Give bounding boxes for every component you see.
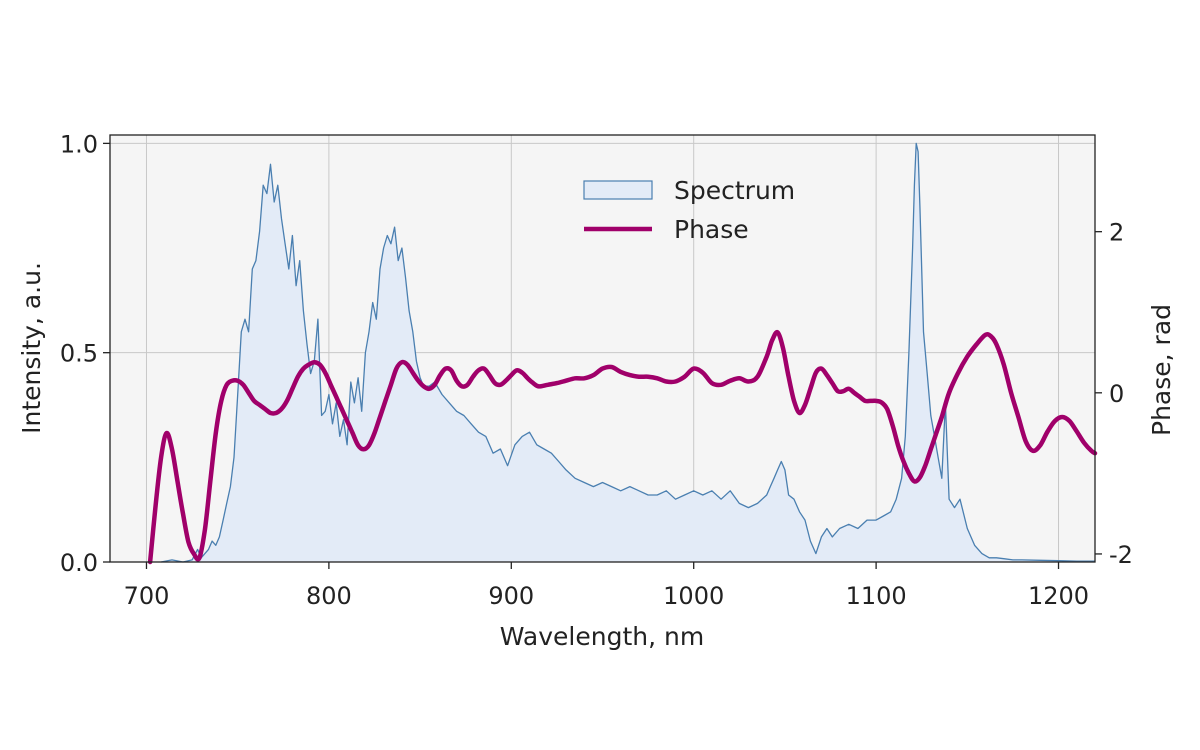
plot-frame <box>109 134 1096 563</box>
y-right-tick-label: -2 <box>1109 541 1133 569</box>
spectrum-line <box>160 142 1095 563</box>
y-right-axis-title: Phase, rad <box>1147 304 1176 436</box>
y-left-axis-ticks: 0.0 0.5 1.0 <box>60 130 110 577</box>
legend-label-spectrum: Spectrum <box>674 176 795 205</box>
x-tick-label: 900 <box>488 582 534 610</box>
y-right-tick-label: 2 <box>1109 219 1124 247</box>
spectrum-area <box>160 142 1096 563</box>
y-right-tick-label: 0 <box>1109 380 1124 408</box>
y-left-tick-label: 0.0 <box>60 549 98 577</box>
y-left-tick-label: 1.0 <box>60 130 98 158</box>
legend-swatch-spectrum <box>583 180 653 200</box>
x-tick-label: 1200 <box>1028 582 1089 610</box>
y-left-tick-label: 0.5 <box>60 340 98 368</box>
x-axis-ticks: 700 800 900 1000 1100 1200 <box>124 562 1089 610</box>
x-axis-title: Wavelength, nm <box>500 622 704 651</box>
y-right-axis-ticks: -2 0 2 <box>1095 219 1133 569</box>
x-tick-label: 700 <box>124 582 170 610</box>
y-left-axis-title: Intensity, a.u. <box>17 262 46 434</box>
x-tick-label: 1000 <box>663 582 724 610</box>
phase-line <box>147 329 1098 565</box>
spectrum-fill <box>161 143 1096 562</box>
x-tick-label: 800 <box>306 582 352 610</box>
legend: Spectrum Phase <box>583 176 795 244</box>
x-tick-label: 1100 <box>846 582 907 610</box>
legend-label-phase: Phase <box>674 215 749 244</box>
phase-curve <box>147 329 1098 565</box>
